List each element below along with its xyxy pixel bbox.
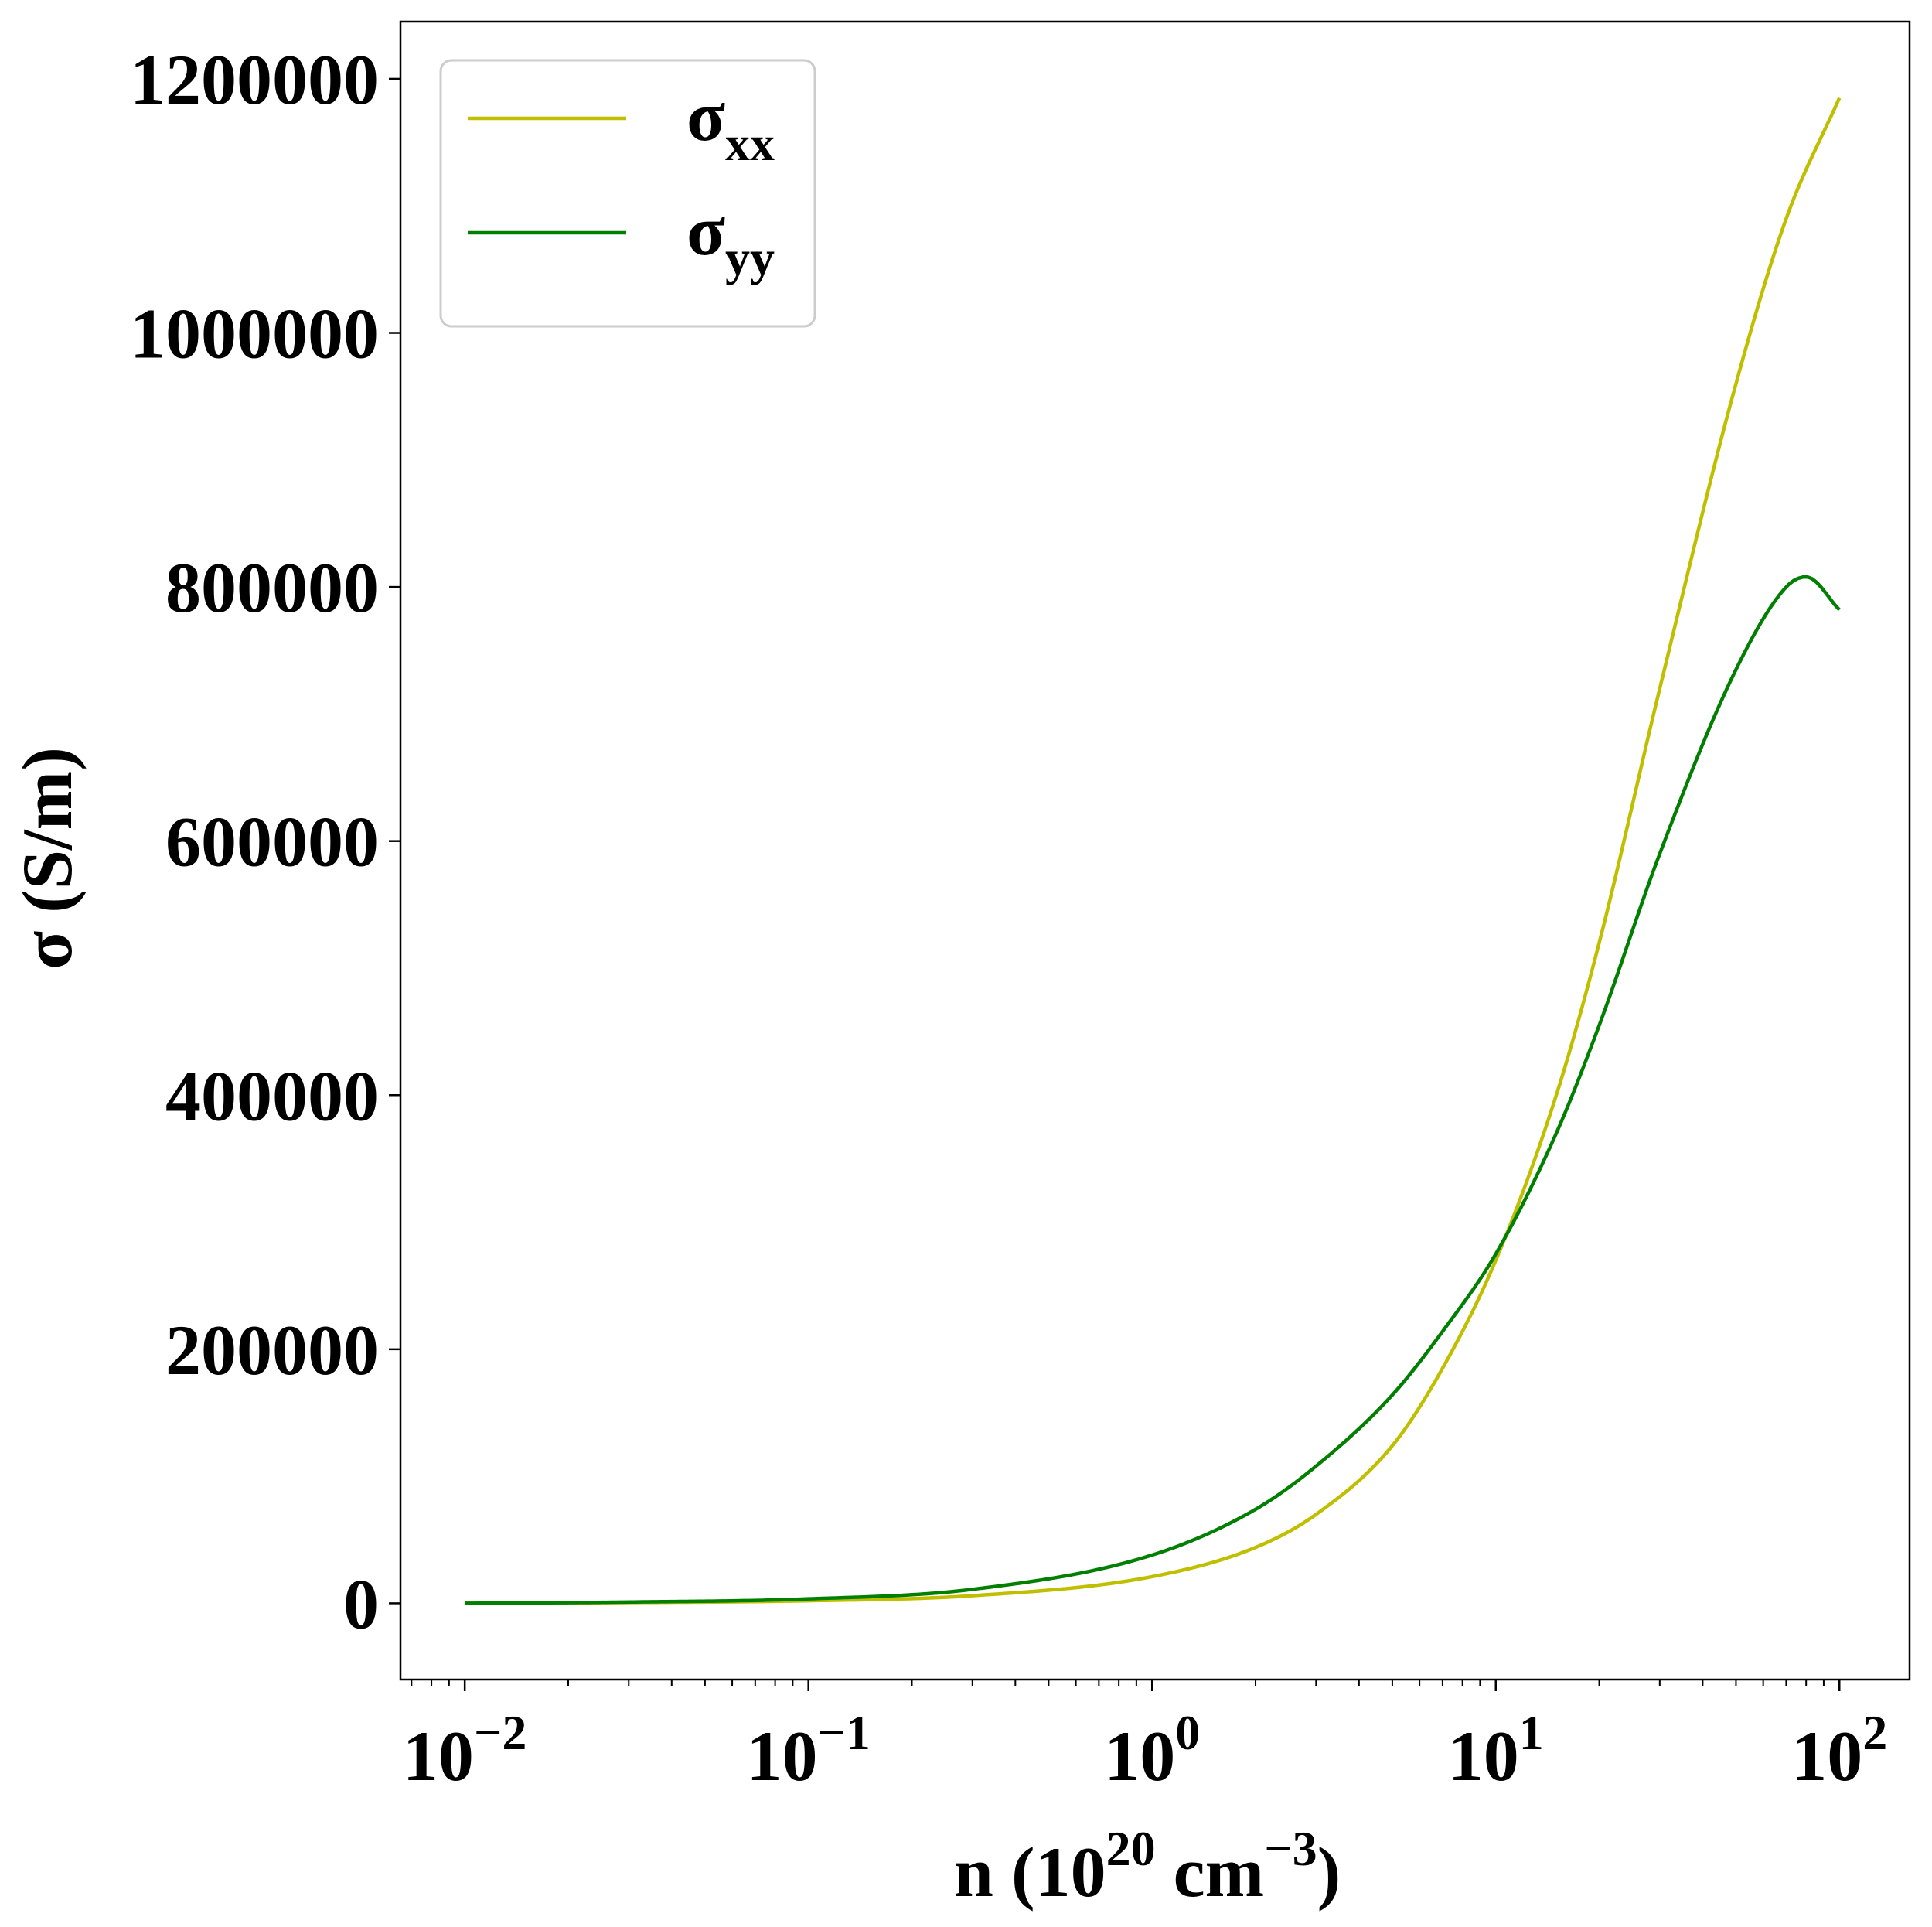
x-tick-label: 102 <box>1791 1705 1887 1796</box>
y-tick-label: 1200000 <box>130 40 379 119</box>
y-axis-label: σ (S/m) <box>8 747 87 970</box>
x-tick-label-exp: 0 <box>1175 1705 1200 1760</box>
y-tick-label: 0 <box>343 1564 379 1643</box>
legend-box <box>439 59 816 328</box>
y-axis: 0 200000 400000 600000 800000 1000000 1200000 <box>130 40 400 1643</box>
legend-label-symbol: σ <box>687 77 725 155</box>
x-tick-label-base: 10 <box>1104 1717 1175 1796</box>
x-axis-label-base: n (10 <box>954 1833 1106 1912</box>
x-tick-label: 101 <box>1448 1705 1544 1796</box>
legend-label-symbol: σ <box>687 191 725 270</box>
legend-label-sub: xx <box>725 116 775 171</box>
x-tick-label-exp: −1 <box>817 1705 870 1760</box>
series-line-yy <box>465 575 1841 1605</box>
x-tick-label-base: 10 <box>746 1717 817 1796</box>
x-tick-label-base: 10 <box>1448 1717 1519 1796</box>
plot-frame <box>399 20 1911 1681</box>
x-axis-label: n (1020 cm−3) <box>954 1821 1341 1912</box>
x-tick-label-base: 10 <box>1791 1717 1862 1796</box>
x-tick-label-exp: 2 <box>1862 1705 1887 1760</box>
x-axis: 10−2 10−1 100 101 102 <box>403 1680 1887 1796</box>
y-tick-label: 200000 <box>165 1311 379 1390</box>
x-axis-label-sup2: −3 <box>1264 1821 1317 1876</box>
x-tick-label: 10−2 <box>403 1705 526 1796</box>
x-axis-label-sup1: 20 <box>1106 1821 1156 1876</box>
x-tick-label: 100 <box>1104 1705 1200 1796</box>
y-tick-label: 400000 <box>165 1056 379 1135</box>
legend-label-yy: σyy <box>687 191 775 285</box>
x-tick-label-exp: 1 <box>1519 1705 1544 1760</box>
legend-label-sub: yy <box>725 230 775 285</box>
x-tick-label-exp: −2 <box>474 1705 526 1760</box>
series-layer <box>465 97 1842 1605</box>
y-tick-label: 800000 <box>165 548 379 627</box>
y-tick-label: 600000 <box>165 803 379 882</box>
legend-label-xx: σxx <box>687 77 775 171</box>
x-tick-label-base: 10 <box>403 1717 474 1796</box>
x-axis-label-end: ) <box>1317 1833 1341 1912</box>
x-axis-label-mid: cm <box>1156 1833 1264 1912</box>
y-tick-label: 1000000 <box>130 295 379 373</box>
x-tick-label: 10−1 <box>746 1705 870 1796</box>
